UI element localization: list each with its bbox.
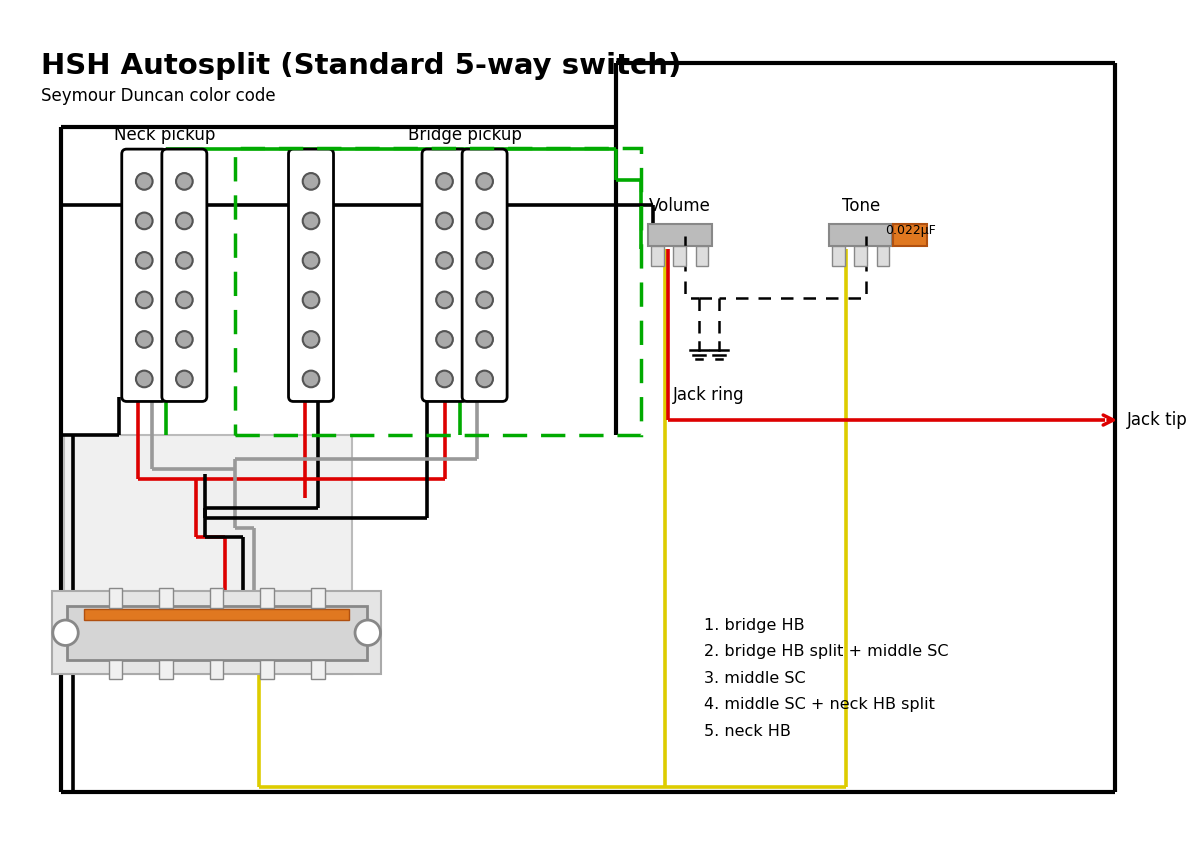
Text: 0.022μF: 0.022μF: [885, 224, 935, 238]
Bar: [210, 588, 223, 608]
Bar: [235, 148, 641, 435]
Circle shape: [437, 173, 453, 190]
Bar: [67, 606, 366, 660]
Circle shape: [136, 252, 153, 269]
Text: 2. bridge HB split + middle SC: 2. bridge HB split + middle SC: [704, 644, 948, 659]
Bar: [109, 660, 122, 679]
Circle shape: [177, 371, 193, 387]
Circle shape: [437, 212, 453, 229]
Bar: [673, 246, 686, 266]
Circle shape: [476, 173, 493, 190]
Circle shape: [356, 620, 381, 646]
Text: Jack ring: Jack ring: [673, 386, 744, 404]
Circle shape: [476, 212, 493, 229]
Bar: [892, 224, 927, 246]
Text: 5. neck HB: 5. neck HB: [704, 723, 791, 738]
Circle shape: [303, 252, 320, 269]
Bar: [854, 246, 867, 266]
Circle shape: [303, 331, 320, 348]
Circle shape: [437, 331, 453, 348]
Bar: [651, 246, 663, 266]
Text: Tone: Tone: [841, 196, 879, 215]
Text: 4. middle SC + neck HB split: 4. middle SC + neck HB split: [704, 697, 935, 712]
Bar: [159, 588, 173, 608]
Bar: [311, 660, 324, 679]
Bar: [696, 246, 709, 266]
Circle shape: [303, 212, 320, 229]
Text: 3. middle SC: 3. middle SC: [704, 671, 805, 685]
FancyBboxPatch shape: [162, 149, 206, 401]
Circle shape: [136, 212, 153, 229]
Bar: [260, 588, 274, 608]
Text: HSH Autosplit (Standard 5-way switch): HSH Autosplit (Standard 5-way switch): [41, 52, 681, 80]
Text: Jack tip: Jack tip: [1126, 411, 1187, 429]
Bar: [210, 660, 223, 679]
Circle shape: [177, 252, 193, 269]
Circle shape: [52, 620, 79, 646]
Circle shape: [476, 331, 493, 348]
Text: Volume: Volume: [649, 196, 711, 215]
Circle shape: [177, 212, 193, 229]
Circle shape: [177, 173, 193, 190]
Bar: [260, 660, 274, 679]
Bar: [829, 224, 892, 246]
Bar: [85, 609, 350, 620]
Circle shape: [136, 371, 153, 387]
Circle shape: [303, 173, 320, 190]
Bar: [159, 660, 173, 679]
Text: Neck pickup: Neck pickup: [113, 126, 215, 144]
Text: Seymour Duncan color code: Seymour Duncan color code: [41, 88, 276, 105]
Circle shape: [136, 292, 153, 309]
FancyBboxPatch shape: [462, 149, 507, 401]
Bar: [63, 435, 352, 674]
Circle shape: [437, 252, 453, 269]
Bar: [832, 246, 845, 266]
Text: Bridge pickup: Bridge pickup: [408, 126, 521, 144]
Bar: [877, 246, 889, 266]
FancyBboxPatch shape: [122, 149, 167, 401]
Bar: [648, 224, 711, 246]
Circle shape: [476, 252, 493, 269]
Circle shape: [437, 292, 453, 309]
Circle shape: [136, 173, 153, 190]
Circle shape: [303, 371, 320, 387]
Circle shape: [177, 292, 193, 309]
Bar: [109, 588, 122, 608]
Circle shape: [476, 371, 493, 387]
Bar: [51, 591, 382, 674]
FancyBboxPatch shape: [422, 149, 466, 401]
Circle shape: [177, 331, 193, 348]
Circle shape: [136, 331, 153, 348]
Circle shape: [303, 292, 320, 309]
Text: 1. bridge HB: 1. bridge HB: [704, 618, 805, 633]
Circle shape: [476, 292, 493, 309]
FancyBboxPatch shape: [289, 149, 334, 401]
Circle shape: [437, 371, 453, 387]
Bar: [311, 588, 324, 608]
